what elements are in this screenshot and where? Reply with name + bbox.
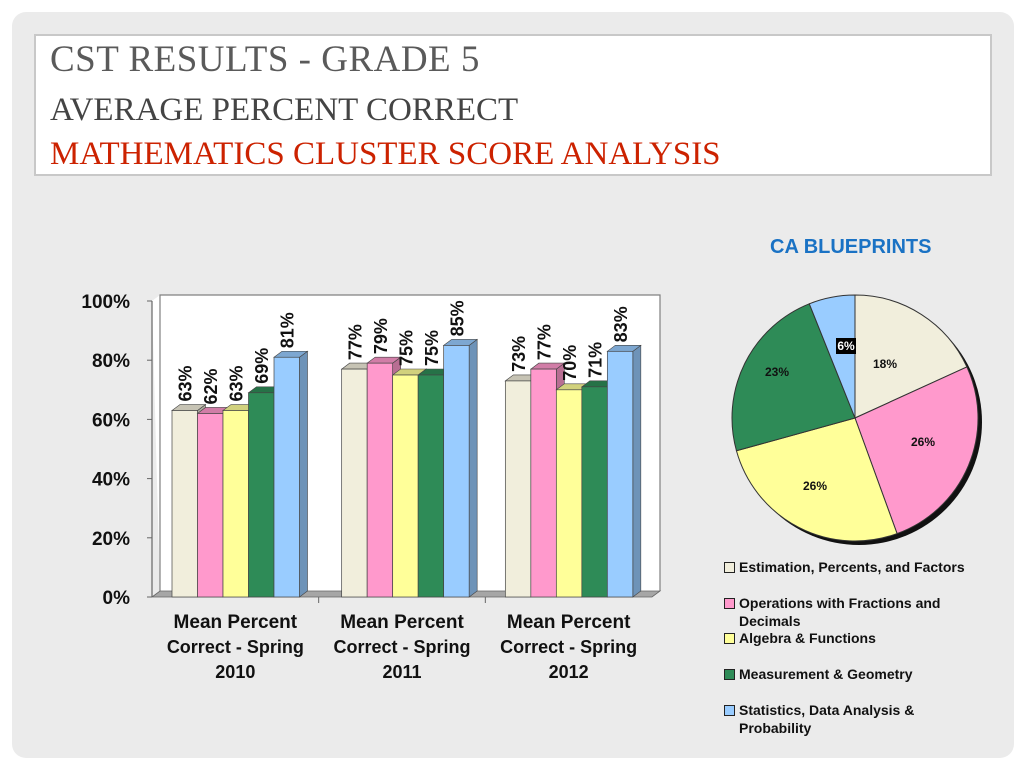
pie-slice-label: 23% — [765, 365, 789, 379]
bar-data-label: 63% — [227, 365, 247, 401]
bar — [417, 374, 445, 598]
pie-chart: 18% 26% 26% 23% 6% — [731, 294, 982, 545]
bar — [248, 392, 275, 598]
legend-label-algebra: Algebra & Functions — [739, 630, 876, 646]
bar-data-label: 83% — [611, 306, 631, 342]
bar-data-label: 77% — [345, 324, 365, 360]
pie-slice — [854, 366, 979, 535]
bar — [555, 389, 583, 598]
y-tick-label: 100% — [81, 292, 130, 313]
pie-slice — [808, 294, 856, 419]
pie-slice — [854, 294, 968, 419]
y-tick-label: 40% — [92, 470, 130, 491]
bar — [366, 362, 394, 598]
bar-data-label: 73% — [509, 336, 529, 372]
legend-swatch-algebra — [724, 633, 735, 644]
legend-swatch-measurement — [724, 669, 735, 680]
bar — [171, 410, 198, 598]
pie-label-bg — [836, 338, 856, 354]
bar-data-label: 63% — [176, 365, 196, 401]
bar — [273, 356, 300, 598]
pie-chart-title: CA BLUEPRINTS — [770, 236, 932, 258]
bar — [341, 368, 368, 598]
bar-data-label: 81% — [278, 312, 298, 348]
bar — [443, 345, 470, 598]
pie-slice — [735, 417, 898, 542]
bar — [606, 350, 634, 598]
bar-group — [273, 350, 309, 598]
bar-group — [442, 338, 479, 598]
bar-data-label: 70% — [560, 345, 580, 381]
bar — [222, 410, 249, 598]
legend-label-estimation: Estimation, Percents, and Factors — [739, 559, 965, 575]
y-tick-label: 80% — [92, 351, 130, 372]
y-tick-label: 0% — [103, 588, 131, 609]
pie-slice — [731, 303, 856, 452]
plot-back-frame — [159, 294, 661, 591]
bar — [392, 374, 419, 598]
legend-swatch-operations — [724, 598, 735, 609]
bar-data-label: 69% — [252, 348, 272, 384]
legend-label-operations: Operations with Fractions and Decimals — [739, 595, 941, 629]
x-category-label: Mean Percent Correct - Spring 2010 — [167, 612, 304, 682]
bar-chart: 0% 20% 40% 60% 80% 100% Mean Percent Correct - … — [81, 292, 662, 682]
bar-data-label: 62% — [201, 368, 221, 404]
title-line-3: MATHEMATICS CLUSTER SCORE ANALYSIS — [50, 136, 721, 172]
bar-data-label: 75% — [422, 330, 442, 366]
bar-data-label: 85% — [447, 300, 467, 336]
x-category-label: Mean Percent Correct - Spring 2011 — [333, 612, 470, 682]
x-category-label: Mean Percent Correct - Spring 2012 — [500, 612, 637, 682]
legend-swatch-estimation — [724, 562, 735, 573]
pie-slice-label: 6% — [837, 339, 855, 353]
title-line-1: CST RESULTS - GRADE 5 — [50, 39, 480, 80]
title-line-2: AVERAGE PERCENT CORRECT — [50, 92, 519, 128]
legend-label-statistics: Statistics, Data Analysis & Probability — [739, 702, 915, 736]
legend-swatch-statistics — [724, 705, 735, 716]
bar-group — [606, 344, 642, 598]
legend-label-measurement: Measurement & Geometry — [739, 666, 913, 682]
bar-data-label: 75% — [396, 330, 416, 366]
bar — [197, 413, 224, 598]
pie-slice-label: 18% — [873, 357, 897, 371]
pie-slice-label: 26% — [911, 435, 935, 449]
bar-data-label: 71% — [586, 342, 606, 378]
y-tick-label: 20% — [92, 529, 130, 550]
bar-data-label: 79% — [371, 318, 391, 354]
bar — [581, 386, 608, 598]
bar-data-label: 77% — [535, 324, 555, 360]
y-tick-label: 60% — [92, 410, 130, 431]
bar — [530, 368, 557, 598]
pie-slice-label: 26% — [803, 479, 827, 493]
title-box: CST RESULTS - GRADE 5 AVERAGE PERCENT CO… — [34, 34, 992, 176]
